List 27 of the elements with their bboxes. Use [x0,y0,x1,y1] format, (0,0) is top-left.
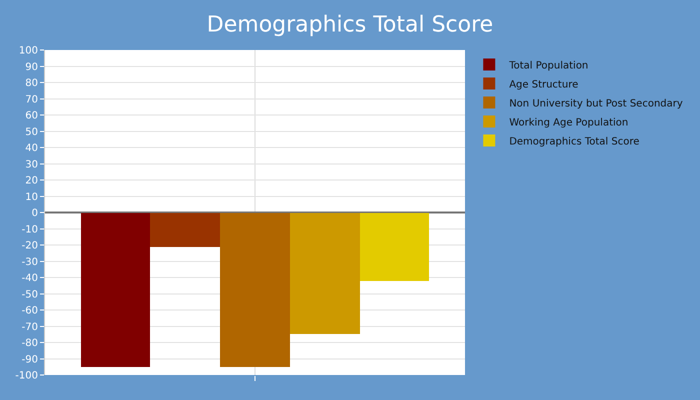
y-tick-label: -50 [22,289,38,300]
chart-title: Demographics Total Score [206,12,494,38]
y-tick-label: -40 [22,273,38,284]
y-tick-label: 100 [18,46,38,56]
y-tick-label: 70 [25,94,38,106]
y-tick-label: 10 [25,192,38,203]
legend-label: Age Structure [509,79,578,90]
y-tick-label: -80 [22,338,38,349]
legend-label: Non University but Post Secondary [509,98,683,110]
y-tick-label: 20 [25,176,38,186]
y-tick-label: 40 [25,143,38,154]
y-tick-label: 60 [25,110,38,122]
legend-label: Total Population [508,60,588,72]
y-tick-label: 0 [32,208,38,219]
y-tick-label: -20 [22,240,38,252]
y-tick-label: -100 [15,370,38,382]
legend-label: Demographics Total Score [509,136,640,148]
y-tick-label: -10 [22,224,38,236]
y-tick-label: 90 [25,62,38,73]
y-tick-label: -30 [22,256,38,268]
y-tick-label: -70 [22,322,38,333]
y-tick-label: 80 [25,78,38,89]
y-tick-label: 50 [25,126,38,138]
y-tick-label: 30 [25,159,38,170]
y-tick-label: -60 [22,306,38,316]
legend-label: Working Age Population [509,117,628,128]
y-tick-label: -90 [22,354,38,366]
